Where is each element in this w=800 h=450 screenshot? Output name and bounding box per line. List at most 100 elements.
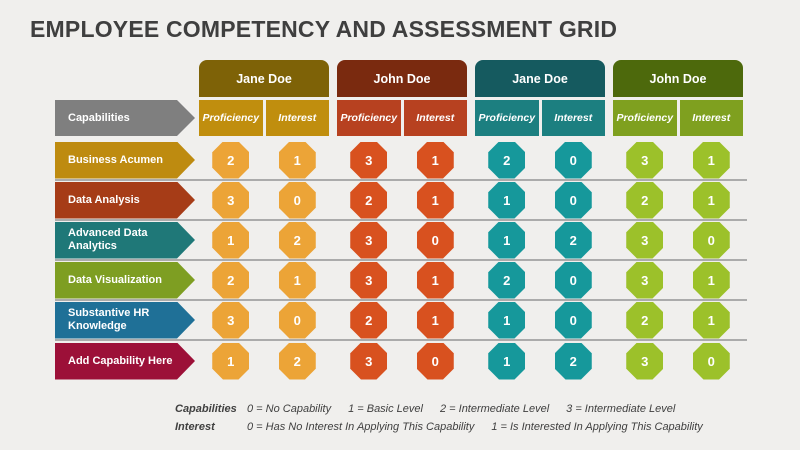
score-group: 1 2	[475, 221, 605, 259]
table-row: Data Analysis 3 0 2 1 1 0 2 1	[55, 181, 747, 221]
score-group: 1 2	[199, 342, 329, 380]
score-octagon: 0	[278, 181, 316, 219]
score-octagon: 0	[692, 342, 730, 380]
subheader-interest: Interest	[403, 100, 467, 136]
score-group: 2 0	[475, 141, 605, 179]
row-label-arrow: Business Acumen	[55, 142, 195, 179]
score-octagon: 0	[554, 141, 592, 179]
score-octagon: 0	[416, 221, 454, 259]
score-octagon: 1	[488, 181, 526, 219]
table-row: Substantive HR Knowledge 3 0 2 1 1 0 2 1	[55, 301, 747, 341]
subheader-proficiency: Proficiency	[337, 100, 401, 136]
score-octagon: 0	[554, 301, 592, 339]
score-group: 3 1	[337, 261, 467, 299]
legend-term: Interest	[175, 421, 215, 433]
score-octagon: 0	[554, 261, 592, 299]
row-label-arrow: Advanced Data Analytics	[55, 222, 195, 259]
subheader-proficiency: Proficiency	[613, 100, 677, 136]
score-octagon: 0	[416, 342, 454, 380]
score-group: 3 0	[337, 221, 467, 259]
score-group: 1 2	[475, 342, 605, 380]
table-row: Advanced Data Analytics 1 2 3 0 1 2 3 0	[55, 221, 747, 261]
legend-item: 2 = Intermediate Level	[439, 403, 550, 415]
score-octagon: 1	[692, 141, 730, 179]
subheader-group: Proficiency Interest	[337, 100, 467, 136]
legend-item: 0 = Has No Interest In Applying This Cap…	[247, 421, 475, 433]
score-octagon: 3	[350, 261, 388, 299]
competency-grid: Jane Doe John Doe Jane Doe John Doe Capa…	[55, 60, 747, 381]
score-group: 2 0	[475, 261, 605, 299]
score-group: 2 1	[199, 261, 329, 299]
score-octagon: 0	[692, 221, 730, 259]
score-octagon: 2	[212, 261, 250, 299]
score-octagon: 1	[488, 342, 526, 380]
score-octagon: 2	[488, 141, 526, 179]
legend-item: 1 = Basic Level	[348, 403, 423, 415]
group-header-john-doe-2: John Doe	[613, 60, 743, 97]
table-row: Add Capability Here 1 2 3 0 1 2 3 0	[55, 341, 747, 381]
subheader-group: Proficiency Interest	[199, 100, 329, 136]
header-spacer	[55, 60, 199, 97]
group-header-jane-doe-2: Jane Doe	[475, 60, 605, 97]
score-octagon: 1	[416, 141, 454, 179]
score-octagon: 3	[626, 261, 664, 299]
table-row: Data Visualization 2 1 3 1 2 0 3 1	[55, 261, 747, 301]
score-octagon: 0	[554, 181, 592, 219]
score-octagon: 3	[350, 141, 388, 179]
subheader-interest: Interest	[679, 100, 743, 136]
score-group: 3 1	[613, 141, 743, 179]
subheader-interest: Interest	[541, 100, 605, 136]
group-header-row: Jane Doe John Doe Jane Doe John Doe	[55, 60, 747, 97]
score-group: 2 1	[337, 181, 467, 219]
score-octagon: 2	[554, 342, 592, 380]
score-group: 1 2	[199, 221, 329, 259]
subheader-interest: Interest	[265, 100, 329, 136]
legend-term: Capabilities	[175, 403, 237, 415]
score-octagon: 1	[278, 141, 316, 179]
legend-item: 3 = Intermediate Level	[566, 403, 676, 415]
score-octagon: 3	[212, 301, 250, 339]
group-header-john-doe-1: John Doe	[337, 60, 467, 97]
score-group: 3 1	[337, 141, 467, 179]
legend-item: 1 = Is Interested In Applying This Capab…	[491, 421, 703, 433]
score-octagon: 1	[488, 301, 526, 339]
score-octagon: 2	[350, 301, 388, 339]
score-octagon: 3	[626, 141, 664, 179]
row-label-arrow: Data Analysis	[55, 182, 195, 219]
score-octagon: 3	[626, 342, 664, 380]
legend-capabilities-line: Capabilities 0 = No Capability 1 = Basic…	[175, 403, 720, 415]
score-octagon: 1	[416, 301, 454, 339]
score-group: 3 0	[613, 221, 743, 259]
score-group: 1 0	[475, 301, 605, 339]
score-group: 2 1	[337, 301, 467, 339]
score-group: 3 0	[337, 342, 467, 380]
score-octagon: 3	[212, 181, 250, 219]
legend-interest-line: Interest 0 = Has No Interest In Applying…	[175, 421, 720, 433]
row-label-arrow: Data Visualization	[55, 262, 195, 299]
table-row: Business Acumen 2 1 3 1 2 0 3 1	[55, 141, 747, 181]
score-octagon: 2	[350, 181, 388, 219]
score-octagon: 2	[554, 221, 592, 259]
score-octagon: 2	[278, 221, 316, 259]
capabilities-arrow: Capabilities	[55, 100, 195, 136]
score-group: 3 0	[199, 181, 329, 219]
subheader-proficiency: Proficiency	[199, 100, 263, 136]
column-header-row: Capabilities Proficiency Interest Profic…	[55, 100, 747, 136]
score-octagon: 2	[212, 141, 250, 179]
legend-item: 0 = No Capability	[247, 403, 332, 415]
score-octagon: 2	[278, 342, 316, 380]
subheader-group: Proficiency Interest	[475, 100, 605, 136]
subheader-group: Proficiency Interest	[613, 100, 743, 136]
score-octagon: 3	[626, 221, 664, 259]
score-octagon: 2	[626, 181, 664, 219]
score-octagon: 1	[692, 261, 730, 299]
row-label-arrow: Add Capability Here	[55, 343, 195, 380]
score-octagon: 2	[626, 301, 664, 339]
group-header-jane-doe-1: Jane Doe	[199, 60, 329, 97]
score-octagon: 3	[350, 221, 388, 259]
score-octagon: 2	[488, 261, 526, 299]
score-octagon: 1	[692, 181, 730, 219]
score-group: 2 1	[613, 181, 743, 219]
row-label-arrow: Substantive HR Knowledge	[55, 302, 195, 339]
